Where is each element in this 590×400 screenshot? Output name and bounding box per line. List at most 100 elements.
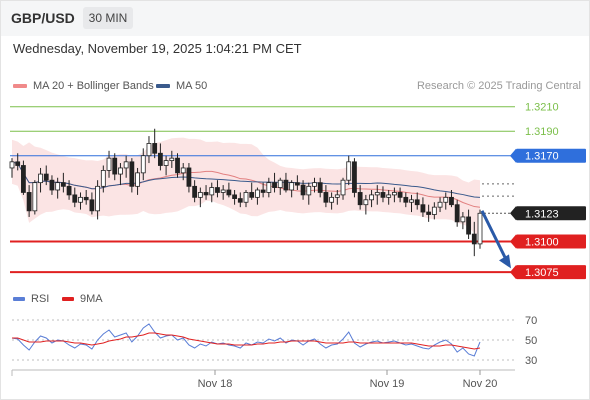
candle: [403, 192, 409, 208]
candle-body: [277, 179, 283, 188]
candle-body: [374, 192, 380, 196]
candle: [100, 165, 106, 193]
candle: [260, 182, 266, 198]
candle: [477, 209, 483, 249]
rsi-ma-line: [12, 332, 481, 350]
candle: [157, 143, 163, 171]
candle: [391, 187, 397, 203]
candle-body: [197, 192, 203, 198]
level-tag-last_price: [516, 206, 586, 221]
candle-body: [163, 160, 169, 166]
candle: [420, 197, 426, 217]
candle: [209, 182, 215, 203]
candle-body: [129, 161, 135, 187]
candle: [340, 177, 346, 200]
candle-body: [357, 192, 363, 206]
candle: [60, 172, 66, 193]
candle-body: [323, 192, 329, 203]
time-tick-label: Nov 18: [198, 378, 233, 390]
candle: [380, 186, 386, 203]
level-tag-pointer: [510, 148, 516, 163]
bollinger-band: [12, 137, 480, 235]
candle-body: [466, 216, 471, 235]
candle-body: [437, 201, 443, 208]
candle: [232, 190, 237, 205]
chart-header: GBP/USD 30 MIN: [0, 0, 590, 36]
candle: [431, 202, 437, 220]
level-tag-pivot: [516, 148, 586, 163]
candle: [466, 209, 471, 239]
level-label: 1.3190: [525, 126, 559, 138]
candle-body: [294, 182, 300, 186]
candle-body: [118, 167, 123, 175]
candle: [426, 204, 432, 222]
rsi-tick-label: 50: [525, 335, 537, 347]
candle-body: [60, 182, 66, 187]
candle: [83, 190, 89, 205]
level-tag-support: [516, 234, 586, 249]
candle-body: [55, 182, 61, 191]
candle-body: [49, 179, 55, 191]
legend-ma20: MA 20 + Bollinger Bands: [13, 80, 154, 92]
level-label: 1.3170: [525, 151, 559, 163]
candle: [289, 180, 295, 198]
candle-body: [266, 182, 272, 193]
rsi-label: RSI: [31, 293, 50, 305]
candle: [203, 185, 209, 200]
candle-body: [449, 196, 454, 206]
candle-body: [186, 167, 192, 187]
candle-body: [431, 206, 437, 215]
candle: [300, 180, 306, 200]
candle: [414, 192, 420, 210]
candle: [237, 192, 243, 208]
level-tag-pointer: [510, 265, 516, 280]
rsi-tick-label: 70: [525, 315, 537, 327]
candle-body: [100, 169, 106, 187]
candle: [363, 194, 369, 215]
timeframe-button[interactable]: 30 MIN: [83, 7, 133, 29]
candle: [323, 185, 329, 208]
candle: [180, 163, 186, 181]
candle-body: [380, 192, 386, 198]
candle-body: [9, 161, 15, 169]
rsi-swatch: [13, 297, 25, 302]
candle-body: [220, 189, 226, 193]
candle: [66, 180, 72, 200]
candle: [129, 158, 135, 193]
candle-body: [180, 167, 186, 174]
candle: [140, 148, 146, 181]
candle-body: [232, 194, 237, 199]
legend-rsi-ma: 9MA: [62, 293, 103, 305]
candle: [169, 150, 175, 168]
candle: [78, 192, 83, 210]
candle: [89, 192, 95, 215]
candle-body: [203, 192, 209, 196]
candle: [266, 177, 272, 198]
candle-body: [460, 216, 466, 223]
candle-body: [38, 173, 43, 184]
candle: [21, 160, 26, 195]
candle: [369, 190, 374, 208]
candle: [215, 180, 220, 198]
candle-body: [454, 204, 460, 223]
candle-body: [157, 152, 163, 166]
candle-body: [83, 196, 89, 201]
candle: [9, 158, 15, 178]
candle: [15, 153, 21, 171]
candle: [163, 155, 169, 176]
candle: [357, 185, 363, 210]
candle-body: [226, 189, 232, 196]
datetime-label: Wednesday, November 19, 2025 1:04:21 PM …: [13, 41, 302, 56]
candle: [443, 192, 449, 210]
level-tag-pointer: [510, 234, 516, 249]
candle: [449, 190, 454, 208]
candle: [123, 155, 129, 178]
candle-body: [243, 192, 249, 203]
candle-body: [26, 192, 32, 212]
candle-body: [135, 172, 140, 187]
candle-body: [89, 199, 95, 212]
candle-body: [289, 182, 295, 191]
forecast-arrow-shaft: [480, 210, 509, 263]
candle-body: [106, 157, 112, 171]
